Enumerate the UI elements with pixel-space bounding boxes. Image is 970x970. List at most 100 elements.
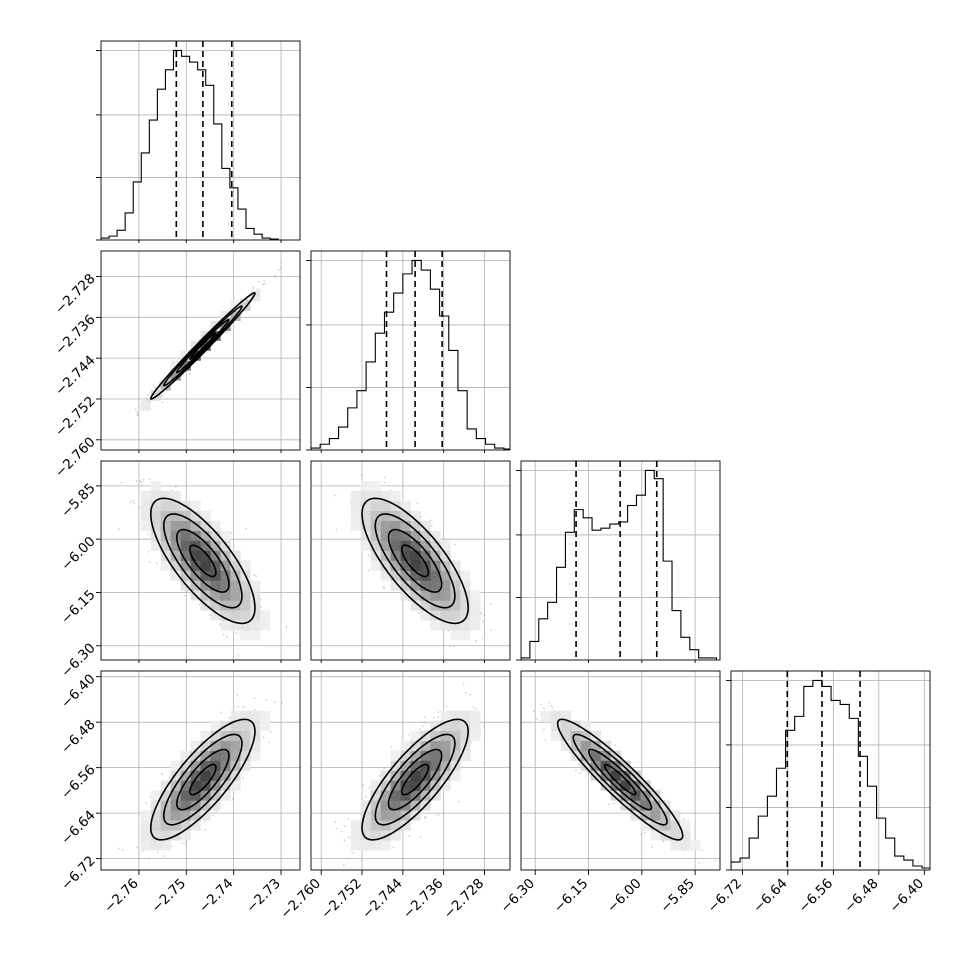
density-cell-3-1 [430, 720, 441, 731]
contour-2-0-0 [188, 544, 217, 578]
density-cell-3-1 [360, 810, 371, 821]
sample-point-3-1 [364, 796, 367, 798]
sample-point-3-2 [620, 755, 623, 758]
density-cell-2-0 [200, 570, 211, 581]
density-cell-2-1 [450, 570, 461, 581]
sample-point-1-0 [154, 386, 157, 389]
panel-2-0 [96, 460, 301, 663]
sample-point-1-0 [274, 274, 277, 277]
density-cell-1-0 [170, 360, 181, 371]
sample-point-3-0 [211, 814, 214, 817]
sample-point-1-0 [159, 386, 162, 389]
density-cell-2-0 [200, 540, 211, 551]
sample-point-3-1 [437, 716, 440, 719]
x-tick-label-3-0: −6.72 [705, 876, 746, 917]
density-cell-2-1 [370, 550, 381, 561]
sample-point-1-0 [97, 449, 99, 451]
sample-point-3-2 [569, 751, 571, 754]
density-cell-2-0 [180, 510, 191, 521]
panel-3-2-frame [520, 670, 721, 871]
sample-point-3-0 [184, 842, 187, 845]
density-cell-3-1 [360, 830, 371, 841]
density-cell-2-1 [390, 560, 401, 571]
sample-point-3-1 [343, 825, 346, 828]
density-cell-3-0 [170, 800, 181, 811]
density-cell-2-1 [430, 530, 441, 541]
sample-point-3-0 [203, 820, 206, 823]
density-cell-3-2 [630, 770, 641, 781]
sample-point-3-1 [462, 683, 465, 686]
density-cell-3-1 [370, 840, 381, 851]
density-cell-2-0 [240, 610, 251, 621]
density-cell-3-0 [200, 730, 211, 741]
sample-point-3-0 [132, 875, 134, 877]
density-cell-2-0 [190, 510, 201, 521]
density-cell-3-1 [420, 730, 431, 741]
density-cell-2-0 [190, 560, 201, 571]
density-cell-3-2 [680, 840, 691, 851]
density-cell-3-2 [540, 710, 552, 722]
density-cell-2-1 [360, 500, 371, 512]
density-cell-2-0 [240, 630, 251, 641]
x-tick-label-2-0: −6.30 [497, 876, 538, 917]
density-cell-3-0 [150, 800, 161, 811]
density-cell-3-2 [600, 780, 611, 791]
density-cell-2-0 [160, 520, 171, 531]
density-cell-3-0 [190, 740, 201, 751]
contour-2-1-1 [387, 528, 443, 593]
density-cell-3-1 [390, 810, 401, 821]
density-cell-2-0 [220, 570, 231, 581]
sample-point-3-2 [698, 862, 701, 865]
density-cell-3-1 [440, 730, 451, 741]
x-tick-label-3-2: −6.56 [796, 876, 837, 917]
sample-point-3-1 [433, 716, 436, 719]
sample-point-1-0 [158, 381, 161, 384]
sample-point-3-0 [181, 842, 184, 844]
sample-point-3-0 [215, 810, 218, 813]
contour-1-0-0 [188, 331, 217, 361]
sample-point-2-0 [141, 484, 143, 487]
sample-point-2-0 [222, 633, 225, 636]
density-cell-2-0 [230, 560, 241, 571]
density-cell-3-0 [160, 810, 171, 821]
density-cell-3-1 [390, 790, 401, 801]
density-cell-3-0 [180, 750, 191, 761]
density-cell-3-0 [140, 820, 152, 831]
density-cell-2-0 [240, 560, 251, 571]
density-cell-2-0 [200, 550, 211, 561]
sample-point-2-0 [253, 574, 255, 576]
density-cell-1-0 [250, 290, 261, 302]
density-cell-3-0 [260, 720, 271, 731]
sample-point-1-0 [188, 372, 191, 375]
y-tick-label-1-4: −2.728 [52, 271, 99, 318]
density-cell-2-1 [350, 490, 362, 502]
density-cell-3-1 [380, 830, 391, 841]
density-cell-1-0 [150, 390, 161, 401]
density-cell-2-1 [360, 510, 371, 521]
panel-2-1-plot-area [311, 461, 510, 660]
density-cell-2-1 [450, 600, 461, 611]
sample-point-2-0 [120, 481, 123, 484]
x-tick-label-2-2: −6.00 [604, 876, 645, 917]
sample-point-1-0 [136, 414, 139, 417]
contour-3-1-0 [400, 763, 430, 796]
sample-point-3-1 [361, 859, 364, 862]
density-cell-2-1 [450, 580, 461, 591]
sample-point-2-1 [474, 639, 477, 642]
sample-point-1-0 [280, 261, 283, 263]
density-cell-3-0 [250, 740, 261, 751]
x-tick-label-3-4: −6.40 [887, 876, 928, 917]
sample-point-3-1 [437, 813, 440, 816]
density-cell-2-0 [170, 560, 181, 571]
sample-point-3-0 [204, 829, 207, 831]
density-cell-3-2 [580, 740, 591, 751]
y-tick-label-3-3: −6.48 [58, 717, 99, 758]
density-cell-2-0 [210, 560, 221, 571]
sample-point-3-2 [540, 703, 543, 706]
panel-3-0 [96, 670, 301, 877]
contour-3-1-2 [374, 733, 456, 826]
density-cell-2-0 [150, 500, 161, 512]
sample-point-1-0 [280, 266, 282, 269]
density-cell-2-0 [180, 560, 191, 571]
sample-point-3-1 [424, 721, 426, 724]
